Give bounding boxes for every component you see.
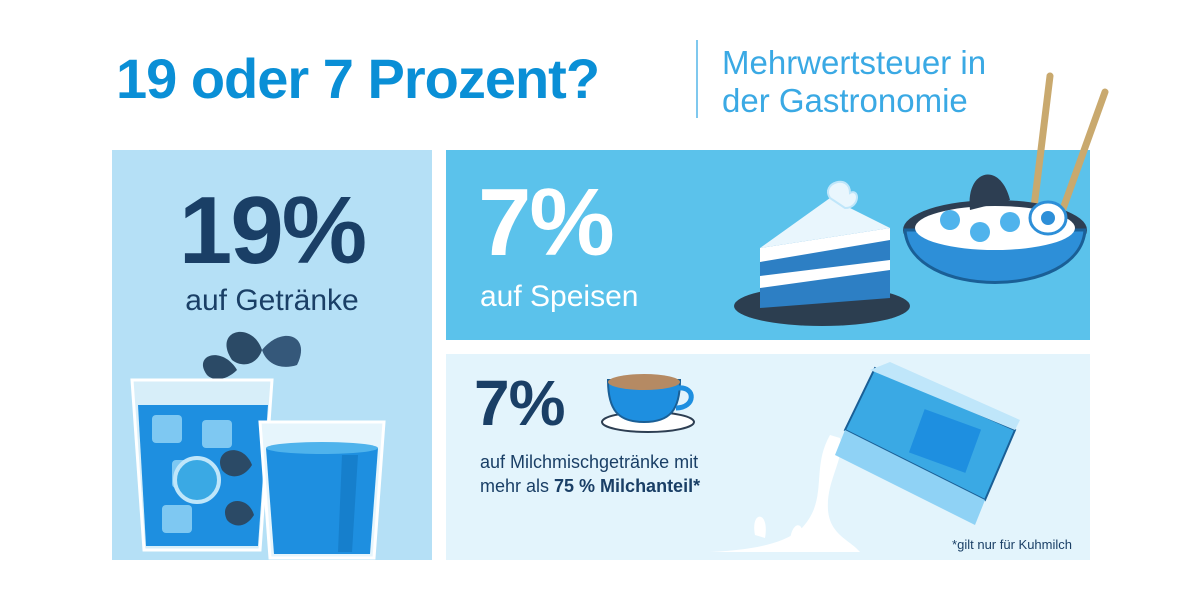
milk-description: auf Milchmischgetränke mit mehr als 75 %… — [480, 450, 780, 498]
food-percent: 7% — [478, 169, 615, 276]
drinks-panel: 19% auf Getränke — [112, 150, 432, 560]
milk-percent: 7% — [474, 367, 565, 439]
milk-desc-line-2-pre: mehr als — [480, 476, 555, 496]
subtitle-line-2: der Gastronomie — [722, 82, 968, 119]
milk-footnote: *gilt nur für Kuhmilch — [952, 537, 1072, 552]
drinks-label: auf Getränke — [185, 284, 359, 317]
milk-desc-line-2-bold: 75 % Milchanteil* — [554, 476, 701, 496]
drinks-percent: 19% — [178, 177, 367, 284]
page-title: 19 oder 7 Prozent? — [116, 47, 600, 110]
cocktail-icon — [130, 331, 386, 560]
subtitle-line-1: Mehrwertsteuer in — [722, 44, 987, 81]
title-divider — [696, 40, 698, 118]
mint-leaf-icon — [202, 331, 302, 380]
rice-bowl-icon — [903, 72, 1109, 284]
milk-splash-icon — [710, 435, 860, 552]
milk-carton-icon — [710, 362, 1020, 552]
food-label: auf Speisen — [480, 280, 639, 313]
milk-panel: 7% auf Milchmischgetränke mit mehr als 7… — [446, 354, 1090, 560]
milk-desc-line-2: mehr als 75 % Milchanteil* — [480, 474, 780, 498]
cake-icon — [734, 180, 910, 326]
milk-desc-line-1: auf Milchmischgetränke mit — [480, 452, 699, 472]
page-subtitle: Mehrwertsteuer in der Gastronomie — [722, 44, 1062, 120]
coffee-cup-icon — [601, 374, 695, 433]
glass-icon — [258, 420, 386, 560]
